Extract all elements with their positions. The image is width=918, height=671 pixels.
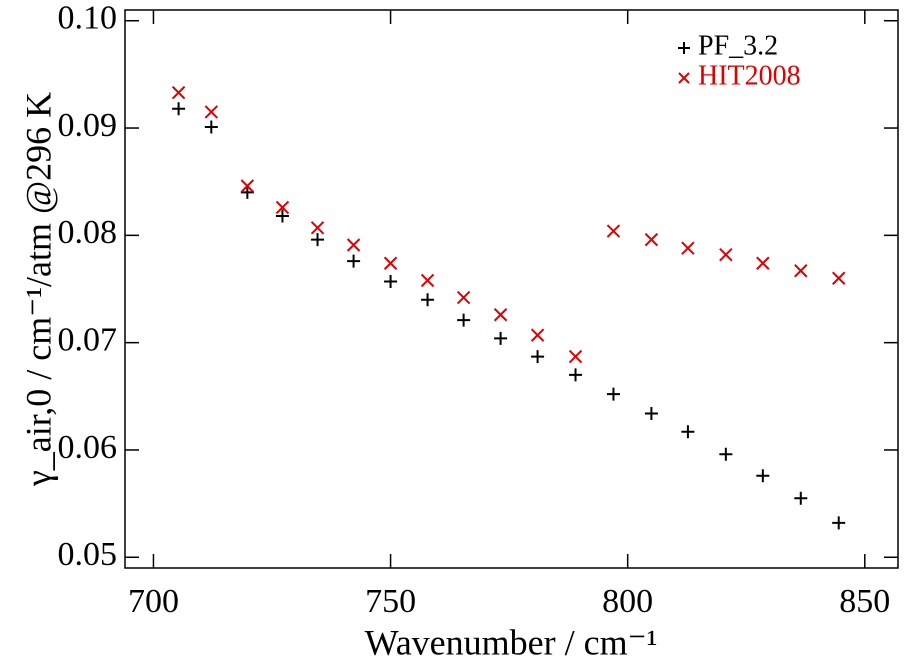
- x-axis-title: Wavenumber / cm⁻¹: [365, 622, 658, 662]
- x-tick-label: 750: [365, 583, 416, 620]
- y-axis-title: γ_air,0 / cm⁻¹/atm @296 K: [18, 92, 58, 487]
- point: [346, 238, 361, 252]
- y-tick-label: 0.08: [58, 214, 118, 251]
- y-tick-label: 0.09: [58, 107, 118, 144]
- point: [383, 256, 398, 270]
- y-tick-label: 0.07: [58, 321, 118, 358]
- point: [457, 313, 471, 327]
- point: [568, 349, 583, 364]
- point: [171, 85, 186, 100]
- point: [494, 331, 508, 345]
- point: [420, 273, 435, 288]
- x-tick-label: 850: [839, 583, 890, 620]
- point: [719, 247, 733, 262]
- point: [311, 233, 325, 247]
- legend-label: HIT2008: [698, 60, 801, 91]
- point: [421, 293, 435, 307]
- point: [384, 274, 398, 288]
- point: [719, 447, 733, 461]
- legend-marker: [678, 42, 690, 54]
- point: [644, 406, 658, 420]
- plot-frame: [124, 9, 899, 569]
- point: [794, 264, 808, 278]
- point: [832, 271, 846, 285]
- point: [794, 491, 808, 505]
- point: [275, 209, 289, 223]
- point: [832, 516, 846, 530]
- x-tick-label: 700: [128, 583, 179, 620]
- point: [204, 120, 218, 134]
- y-tick-label: 0.06: [58, 429, 118, 466]
- point: [606, 224, 621, 238]
- point: [681, 425, 695, 439]
- point: [240, 179, 255, 193]
- y-tick-label: 0.10: [58, 0, 118, 37]
- point: [310, 221, 325, 235]
- y-tick-label: 0.05: [58, 536, 118, 573]
- point: [493, 308, 508, 322]
- point: [569, 368, 583, 382]
- point: [531, 350, 545, 364]
- point: [204, 105, 219, 119]
- point: [756, 256, 770, 270]
- point: [347, 254, 361, 268]
- point: [644, 232, 659, 247]
- point: [681, 241, 695, 255]
- x-tick-label: 800: [602, 583, 653, 620]
- point: [275, 200, 290, 215]
- legend-marker: [678, 72, 690, 84]
- point: [172, 102, 186, 116]
- point: [456, 290, 471, 305]
- point: [606, 387, 620, 401]
- legend-label: PF_3.2: [698, 30, 778, 61]
- point: [240, 185, 254, 199]
- point: [756, 469, 770, 483]
- point: [530, 328, 545, 342]
